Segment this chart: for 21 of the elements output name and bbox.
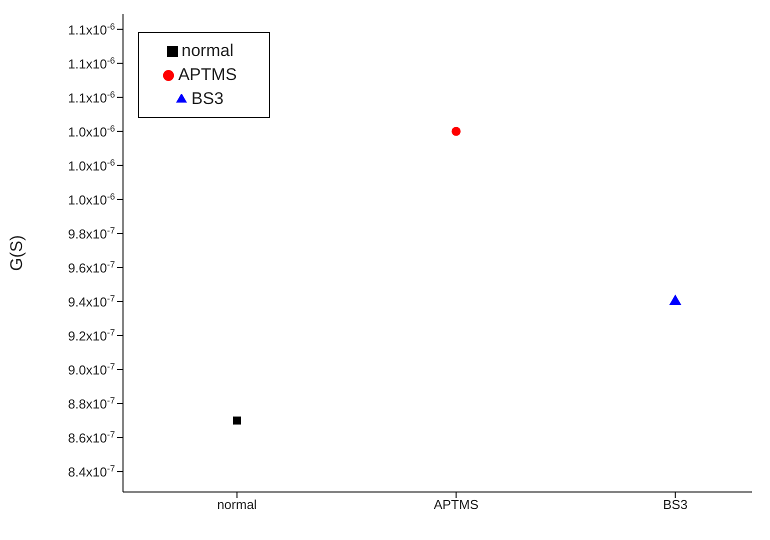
legend-label: BS3: [191, 89, 224, 108]
y-tick-label: 1.0x10$^{-6}$: [68, 191, 115, 208]
x-tick-label: normal: [217, 497, 257, 512]
y-tick-label: 1.1x10$^{-6}$: [68, 55, 115, 72]
y-tick-label: 1.0x10$^{-6}$: [68, 123, 115, 140]
y-tick-label: 1.0x10$^{-6}$: [68, 157, 115, 174]
y-tick-label: 1.1x10$^{-6}$: [68, 21, 115, 38]
y-tick-label: 1.1x10$^{-6}$: [68, 89, 115, 106]
y-tick-label: 8.8x10$^{-7}$: [68, 396, 115, 412]
x-tick-label: BS3: [663, 497, 688, 512]
y-axis-title: G(S): [7, 235, 26, 271]
y-tick-label: 9.8x10$^{-7}$: [68, 225, 115, 242]
y-tick-label: 9.4x10$^{-7}$: [68, 293, 115, 310]
y-tick-label: 9.2x10$^{-7}$: [68, 328, 115, 344]
y-tick-label: 9.6x10$^{-7}$: [68, 259, 115, 276]
legend-label: normal: [182, 41, 234, 60]
x-tick-label: APTMS: [434, 497, 479, 512]
y-tick-label: 9.0x10$^{-7}$: [68, 362, 115, 378]
y-tick-label: 8.4x10$^{-7}$: [68, 464, 115, 480]
y-tick-label: 8.6x10$^{-7}$: [68, 430, 115, 446]
legend-label: APTMS: [178, 65, 237, 84]
